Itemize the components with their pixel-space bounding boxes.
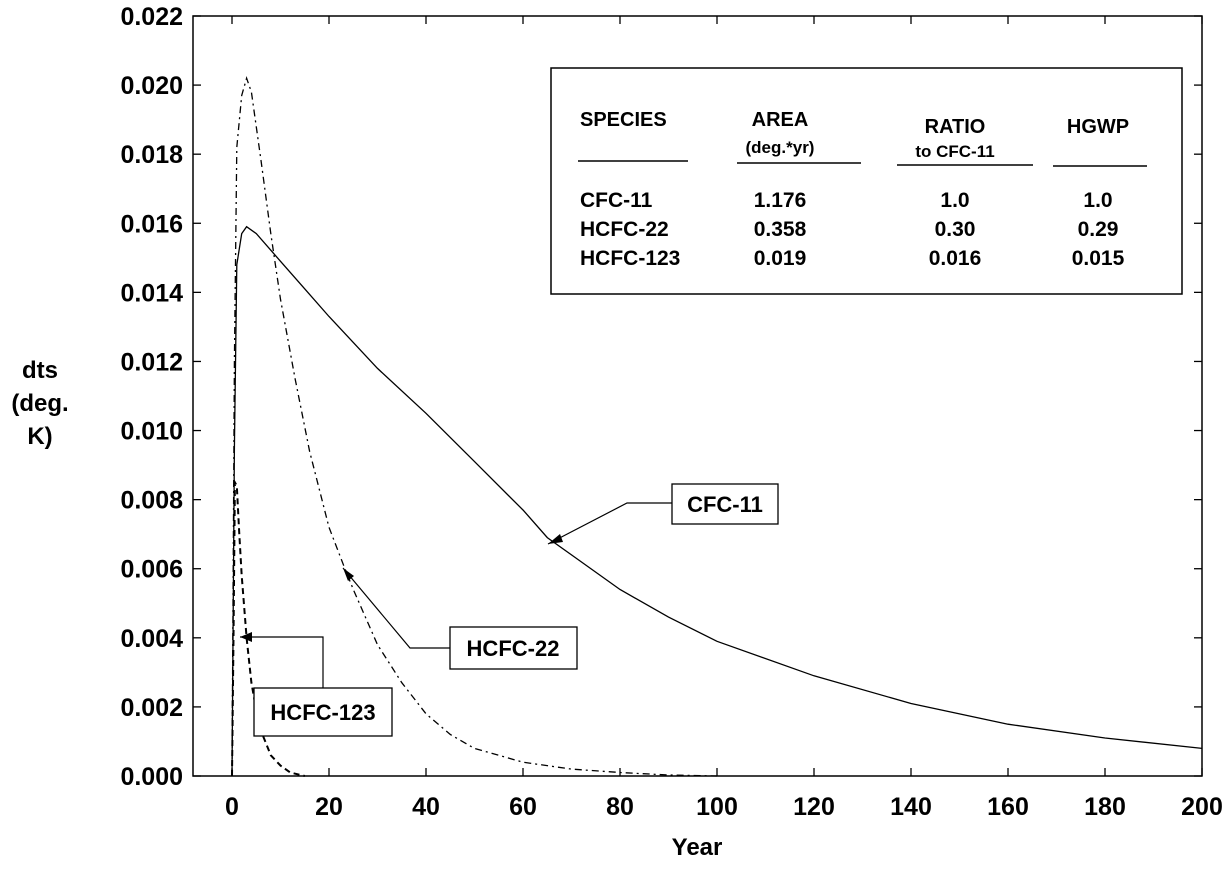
table-cell: 0.016: [929, 247, 982, 270]
callout-cfc11-box: [671, 483, 779, 525]
callout-hcfc22-box: [449, 626, 578, 670]
table-cell: 1.0: [940, 189, 969, 212]
table-cell: 0.30: [935, 218, 976, 241]
y-tick-label: 0.020: [120, 72, 183, 100]
summary-table-box: [550, 67, 1183, 295]
callout-hcfc123-label: HCFC-123: [270, 700, 375, 725]
callout-cfc11: CFC-11: [547, 483, 779, 545]
y-tick-label: 0.012: [120, 348, 183, 376]
callout-cfc11-leader: [547, 502, 672, 545]
x-tick-label: 180: [1084, 793, 1126, 821]
callout-hcfc22-label: HCFC-22: [467, 636, 560, 661]
series-line-cfc11: [231, 225, 1203, 777]
table-header-area-unit: (deg.*yr): [746, 138, 815, 157]
callout-cfc11-arrowhead: [548, 534, 563, 544]
x-axis-title: Year: [672, 834, 723, 861]
y-axis-title-line-1: dts: [22, 357, 58, 384]
table-cell: CFC-11: [580, 189, 653, 212]
table-cell: HCFC-22: [580, 218, 669, 241]
callout-hcfc123-leader: [240, 636, 324, 688]
table-cell: 0.019: [754, 247, 807, 270]
series-lines: [231, 76, 1203, 777]
table-cell: 0.015: [1072, 247, 1125, 270]
y-tick-label: 0.004: [120, 625, 183, 653]
x-tick-label: 140: [890, 793, 932, 821]
table-cell: 0.29: [1078, 218, 1119, 241]
table-header-hgwp: HGWP: [1067, 116, 1129, 138]
callout-hcfc123: HCFC-123: [240, 632, 393, 737]
y-tick-label: 0.022: [120, 3, 183, 31]
summary-table: SPECIES AREA (deg.*yr) RATIO to CFC-11 H…: [550, 67, 1183, 295]
callout-hcfc22: HCFC-22: [342, 567, 578, 670]
axis-ticks: [193, 15, 1203, 777]
y-axis-title-line-2: (deg.: [11, 390, 68, 417]
callout-hcfc123-box: [253, 687, 393, 737]
x-tick-label: 120: [793, 793, 835, 821]
y-tick-label: 0.002: [120, 694, 183, 722]
y-tick-label: 0.014: [120, 279, 183, 307]
x-tick-label: 0: [225, 793, 239, 821]
x-tick-label: 200: [1181, 793, 1223, 821]
y-tick-label: 0.000: [120, 763, 183, 791]
table-cell: HCFC-123: [580, 247, 680, 270]
x-tick-labels: 0 20 40 60 80 100 120 140 160 180 200: [225, 793, 1223, 821]
y-tick-label: 0.008: [120, 487, 183, 515]
x-tick-label: 60: [509, 793, 537, 821]
x-tick-label: 100: [696, 793, 738, 821]
table-header-species: SPECIES: [580, 109, 667, 131]
x-tick-label: 20: [315, 793, 343, 821]
x-tick-label: 160: [987, 793, 1029, 821]
x-tick-label: 80: [606, 793, 634, 821]
y-axis-title-line-3: K): [27, 423, 52, 450]
x-tick-label: 40: [412, 793, 440, 821]
table-header-area: AREA: [752, 109, 809, 131]
table-rows: CFC-11 1.176 1.0 1.0 HCFC-22 0.358 0.30 0.29 HCF…: [580, 189, 1125, 270]
callout-hcfc22-leader: [342, 567, 450, 649]
table-cell: 0.358: [754, 218, 807, 241]
table-cell: 1.0: [1083, 189, 1112, 212]
series-line-hcfc22: [231, 76, 718, 777]
y-tick-label: 0.016: [120, 210, 183, 238]
callout-hcfc123-arrowhead: [240, 632, 252, 642]
table-header-ratio: RATIO: [925, 116, 986, 138]
y-tick-label: 0.018: [120, 141, 183, 169]
y-tick-labels: 0.000 0.002 0.004 0.006 0.008 0.010 0.012 0.014…: [120, 3, 183, 791]
table-header-ratio-sub: to CFC-11: [915, 142, 994, 161]
y-tick-label: 0.006: [120, 556, 183, 584]
series-line-hcfc123: [231, 478, 306, 777]
callout-hcfc22-arrowhead: [343, 568, 354, 581]
callout-cfc11-label: CFC-11: [687, 492, 763, 517]
y-tick-label: 0.010: [120, 418, 183, 446]
table-cell: 1.176: [754, 189, 807, 212]
